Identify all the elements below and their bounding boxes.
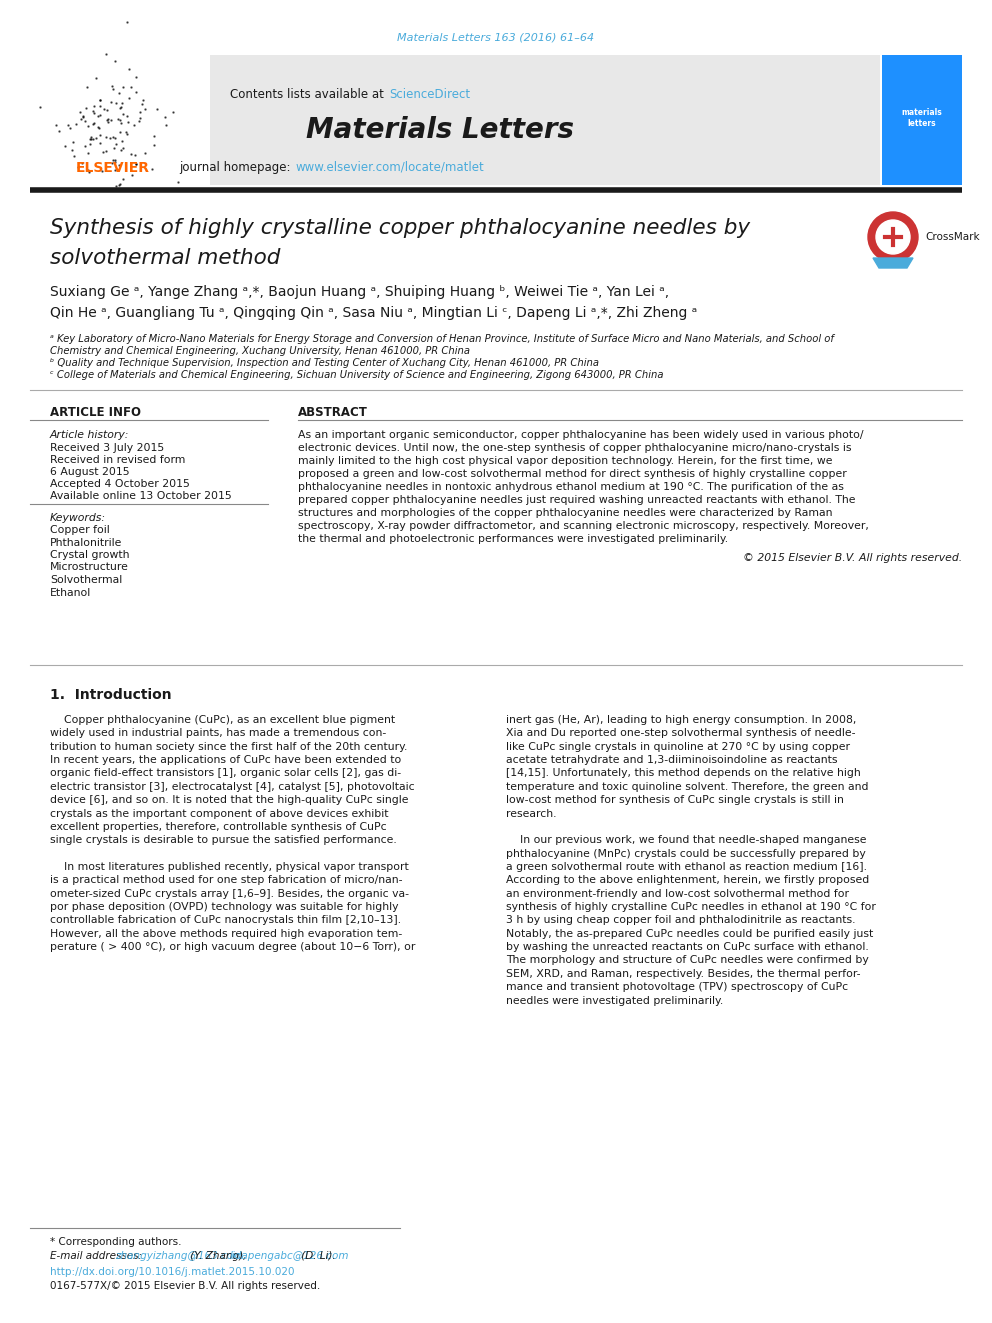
- Text: materials
letters: materials letters: [902, 108, 942, 128]
- Text: CrossMark: CrossMark: [925, 232, 980, 242]
- Text: journal homepage:: journal homepage:: [179, 160, 294, 173]
- Text: inert gas (He, Ar), leading to high energy consumption. In 2008,
Xia and Du repo: inert gas (He, Ar), leading to high ener…: [506, 714, 876, 1005]
- Text: Accepted 4 October 2015: Accepted 4 October 2015: [50, 479, 189, 490]
- Text: As an important organic semiconductor, copper phthalocyanine has been widely use: As an important organic semiconductor, c…: [298, 430, 863, 441]
- Text: Phthalonitrile: Phthalonitrile: [50, 537, 122, 548]
- Text: Received 3 July 2015: Received 3 July 2015: [50, 443, 165, 452]
- Text: the thermal and photoelectronic performances were investigated preliminarily.: the thermal and photoelectronic performa…: [298, 534, 728, 544]
- Text: Microstructure: Microstructure: [50, 562, 129, 573]
- Text: http://dx.doi.org/10.1016/j.matlet.2015.10.020: http://dx.doi.org/10.1016/j.matlet.2015.…: [50, 1267, 295, 1277]
- Text: 1.  Introduction: 1. Introduction: [50, 688, 172, 703]
- Text: ᶜ College of Materials and Chemical Engineering, Sichuan University of Science a: ᶜ College of Materials and Chemical Engi…: [50, 370, 664, 380]
- Text: Ethanol: Ethanol: [50, 587, 91, 598]
- Text: electronic devices. Until now, the one-step synthesis of copper phthalocyanine m: electronic devices. Until now, the one-s…: [298, 443, 851, 452]
- Text: mainly limited to the high cost physical vapor deposition technology. Herein, fo: mainly limited to the high cost physical…: [298, 456, 832, 466]
- Text: Materials Letters 163 (2016) 61–64: Materials Letters 163 (2016) 61–64: [398, 33, 594, 44]
- Text: Suxiang Ge ᵃ, Yange Zhang ᵃ,*, Baojun Huang ᵃ, Shuiping Huang ᵇ, Weiwei Tie ᵃ, Y: Suxiang Ge ᵃ, Yange Zhang ᵃ,*, Baojun Hu…: [50, 284, 670, 299]
- Text: Copper foil: Copper foil: [50, 525, 110, 534]
- Bar: [30, 56, 210, 185]
- Text: Keywords:: Keywords:: [50, 513, 106, 523]
- Text: solvothermal method: solvothermal method: [50, 247, 281, 269]
- Text: prepared copper phthalocyanine needles just required washing unreacted reactants: prepared copper phthalocyanine needles j…: [298, 495, 855, 505]
- Text: 0167-577X/© 2015 Elsevier B.V. All rights reserved.: 0167-577X/© 2015 Elsevier B.V. All right…: [50, 1281, 320, 1291]
- Text: Materials Letters: Materials Letters: [306, 116, 574, 144]
- Text: Copper phthalocyanine (CuPc), as an excellent blue pigment
widely used in indust: Copper phthalocyanine (CuPc), as an exce…: [50, 714, 416, 953]
- Text: * Corresponding authors.: * Corresponding authors.: [50, 1237, 182, 1248]
- Text: Qin He ᵃ, Guangliang Tu ᵃ, Qingqing Qin ᵃ, Sasa Niu ᵃ, Mingtian Li ᶜ, Dapeng Li : Qin He ᵃ, Guangliang Tu ᵃ, Qingqing Qin …: [50, 306, 697, 320]
- Circle shape: [876, 220, 910, 254]
- Text: spectroscopy, X-ray powder diffractometor, and scanning electronic microscopy, r: spectroscopy, X-ray powder diffractometo…: [298, 521, 869, 531]
- Bar: [30, 56, 880, 185]
- Text: ABSTRACT: ABSTRACT: [298, 406, 368, 418]
- Text: phthalocyanine needles in nontoxic anhydrous ethanol medium at 190 °C. The purif: phthalocyanine needles in nontoxic anhyd…: [298, 482, 844, 492]
- Text: Article history:: Article history:: [50, 430, 129, 441]
- Text: 6 August 2015: 6 August 2015: [50, 467, 130, 478]
- Text: Crystal growth: Crystal growth: [50, 550, 130, 560]
- Text: Chemistry and Chemical Engineering, Xuchang University, Henan 461000, PR China: Chemistry and Chemical Engineering, Xuch…: [50, 347, 470, 356]
- Text: Solvothermal: Solvothermal: [50, 576, 122, 585]
- Text: © 2015 Elsevier B.V. All rights reserved.: © 2015 Elsevier B.V. All rights reserved…: [743, 553, 962, 564]
- Bar: [882, 56, 962, 185]
- Text: structures and morphologies of the copper phthalocyanine needles were characteri: structures and morphologies of the coppe…: [298, 508, 832, 519]
- Text: E-mail addresses:: E-mail addresses:: [50, 1252, 145, 1261]
- Text: (Y. Zhang),: (Y. Zhang),: [186, 1252, 246, 1261]
- Text: Received in revised form: Received in revised form: [50, 455, 186, 464]
- Text: (D. Li).: (D. Li).: [299, 1252, 336, 1261]
- Text: www.elsevier.com/locate/matlet: www.elsevier.com/locate/matlet: [295, 160, 484, 173]
- Text: proposed a green and low-cost solvothermal method for direct synthesis of highly: proposed a green and low-cost solvotherm…: [298, 468, 847, 479]
- Text: ARTICLE INFO: ARTICLE INFO: [50, 406, 141, 418]
- Text: Contents lists available at: Contents lists available at: [230, 87, 388, 101]
- Text: lidapengabc@126.com: lidapengabc@126.com: [230, 1252, 349, 1261]
- Text: ᵃ Key Laboratory of Micro-Nano Materials for Energy Storage and Conversion of He: ᵃ Key Laboratory of Micro-Nano Materials…: [50, 333, 834, 344]
- Text: Available online 13 October 2015: Available online 13 October 2015: [50, 491, 232, 501]
- Text: zhangyizhang@163.com: zhangyizhang@163.com: [115, 1252, 243, 1261]
- Text: ELSEVIER: ELSEVIER: [76, 161, 150, 175]
- Text: ᵇ Quality and Technique Supervision, Inspection and Testing Center of Xuchang Ci: ᵇ Quality and Technique Supervision, Ins…: [50, 359, 599, 368]
- Text: ScienceDirect: ScienceDirect: [389, 87, 470, 101]
- Polygon shape: [873, 258, 913, 269]
- Text: Synthesis of highly crystalline copper phthalocyanine needles by: Synthesis of highly crystalline copper p…: [50, 218, 750, 238]
- Circle shape: [868, 212, 918, 262]
